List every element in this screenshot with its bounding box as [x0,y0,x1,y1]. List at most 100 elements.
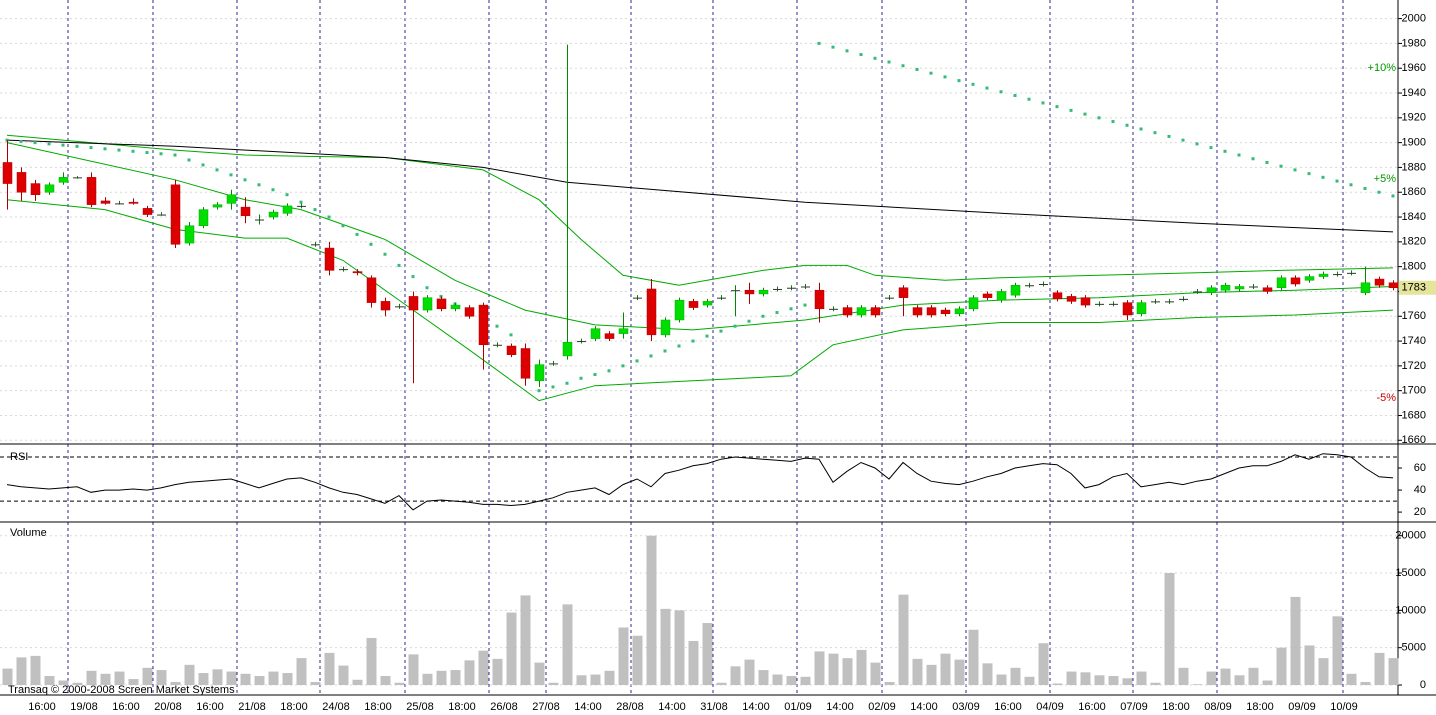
candle-body [30,183,41,195]
x-tick-label: 16:00 [112,701,140,713]
sar-dot [971,82,975,86]
volume-bar [688,640,699,685]
candle-body [240,206,251,217]
candle-body [1136,302,1147,315]
y-tick-label: 1960 [1402,62,1426,74]
candle-body [212,204,223,208]
volume-bar [520,595,531,685]
candle-body [912,307,923,316]
rsi-title: RSI [10,451,28,463]
candle-body [688,301,699,308]
candle-body [562,342,573,357]
candle-body [520,348,531,379]
candle-body [255,219,264,221]
volume-bar [422,673,433,685]
x-tick-label: 09/09 [1288,701,1316,713]
volume-bar [58,680,69,685]
sar-dot [103,147,107,151]
sar-dot [1251,157,1255,161]
candle-body [954,308,965,315]
sar-dot [425,286,429,290]
x-tick-label: 18:00 [1246,701,1274,713]
sar-dot [845,49,849,53]
volume-bar [870,662,881,685]
y-tick-label: 1700 [1402,385,1426,397]
sar-dot [789,307,793,311]
candle-body [1318,273,1329,277]
candle-body [1122,302,1133,316]
y-tick-label: 1900 [1402,137,1426,149]
last-price-label: 1783 [1402,282,1426,294]
x-tick-label: 27/08 [532,701,560,713]
candle-body [339,269,348,271]
candle-body [324,247,335,271]
volume-bar [170,682,181,685]
candle-body [577,341,586,343]
sar-dot [1307,172,1311,176]
volume-bar [926,664,937,685]
volume-bar [324,652,335,685]
volume-bar [254,676,265,685]
sar-dot [313,208,317,212]
sar-dot [173,153,177,157]
x-tick-label: 14:00 [826,701,854,713]
sar-dot [1349,183,1353,187]
sar-dot [1237,153,1241,157]
candle-body [198,209,209,226]
volume-bar [1080,672,1091,685]
footer: Transaq © 2000-2008 Screen Market System… [8,684,235,696]
volume-bar [1094,675,1105,685]
volume-bar [1066,671,1077,685]
x-tick-label: 18:00 [448,701,476,713]
candle-body [422,297,433,311]
sar-dot [1195,142,1199,146]
sar-dot [215,168,219,172]
sar-dot [607,369,611,373]
sar-dot [397,263,401,267]
volume-bar [1388,658,1399,685]
sar-dot [1223,149,1227,153]
sar-dot [565,381,569,385]
volume-bar [282,673,293,685]
candle-body [940,309,951,315]
volume-bar [1332,616,1343,685]
sar-dot [929,71,933,75]
y-tick-label: 10000 [1395,604,1426,616]
candle-body [1290,277,1301,285]
volume-bar [184,664,195,685]
candle-body [1179,298,1188,300]
volume-bar [16,657,27,685]
candle-body [787,287,796,289]
sar-dot [1391,194,1395,198]
sar-dot [159,152,163,156]
sar-dot [957,79,961,83]
candle-body [170,184,181,245]
candle-body [2,162,13,184]
y-tick-label: 1820 [1402,236,1426,248]
candle-body [1249,286,1258,288]
sar-dot [635,359,639,363]
candle-body [1109,303,1118,305]
sar-dot [285,193,289,197]
sar-dot [593,373,597,377]
sar-dot [873,56,877,60]
sar-dot [1279,164,1283,168]
x-tick-label: 16:00 [196,701,224,713]
volume-bar [968,629,979,685]
candle-body [1304,276,1315,281]
sar-dot [1293,168,1297,172]
y-tick-label: 1740 [1402,335,1426,347]
candle-body [702,301,713,306]
sar-dot [1209,146,1213,150]
x-tick-label: 31/08 [700,701,728,713]
percent-annotation: +10% [1368,62,1397,74]
rsi-line [6,453,1394,511]
sar-dot [257,183,261,187]
volume-bar [548,682,559,685]
candle-body [982,293,993,298]
sar-dot [803,303,807,307]
volume-bar [506,612,517,685]
y-tick-label: 1660 [1402,434,1426,446]
x-tick-label: 07/09 [1120,701,1148,713]
volume-bar [646,535,657,685]
